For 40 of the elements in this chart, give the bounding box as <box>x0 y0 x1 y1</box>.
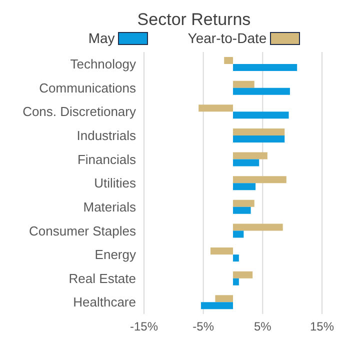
y-tick-label: Financials <box>77 152 136 167</box>
y-tick-label: Utilities <box>94 176 136 191</box>
x-tick-label: -15% <box>130 320 158 334</box>
bar <box>233 135 285 142</box>
x-tick-label: 5% <box>254 320 272 334</box>
bar <box>233 200 254 207</box>
bar <box>233 224 283 231</box>
y-tick-label: Industrials <box>76 128 136 143</box>
bar <box>233 80 254 88</box>
y-tick-label: Consumer Staples <box>29 223 136 238</box>
bar <box>233 112 289 119</box>
y-tick-label: Healthcare <box>73 294 136 310</box>
legend-label: May <box>88 30 115 46</box>
bar <box>233 159 260 166</box>
legend-label: Year-to-Date <box>188 30 267 46</box>
bar <box>210 248 233 255</box>
x-tick-label: 15% <box>310 320 334 334</box>
bar <box>233 230 244 238</box>
bar <box>233 88 290 95</box>
chart-title: Sector Returns <box>136 9 252 30</box>
bar <box>233 152 268 160</box>
y-tick-label: Energy <box>94 247 136 262</box>
bar <box>224 57 233 64</box>
bar <box>215 295 233 302</box>
bar <box>233 183 256 190</box>
y-tick-label: Real Estate <box>68 270 136 286</box>
bar <box>200 302 233 310</box>
bar <box>198 104 233 112</box>
y-tick-label: Technology <box>70 56 136 72</box>
x-tick-label: -5% <box>192 320 214 334</box>
y-tick-label: Communications <box>39 80 136 96</box>
y-tick-label: Cons. Discretionary <box>22 104 136 120</box>
bar <box>233 64 298 71</box>
bar <box>233 271 253 278</box>
bar <box>233 206 251 214</box>
y-tick-label: Materials <box>83 199 136 214</box>
bar <box>233 278 239 286</box>
bar <box>233 254 239 262</box>
bar <box>233 176 286 184</box>
bar <box>233 128 285 136</box>
